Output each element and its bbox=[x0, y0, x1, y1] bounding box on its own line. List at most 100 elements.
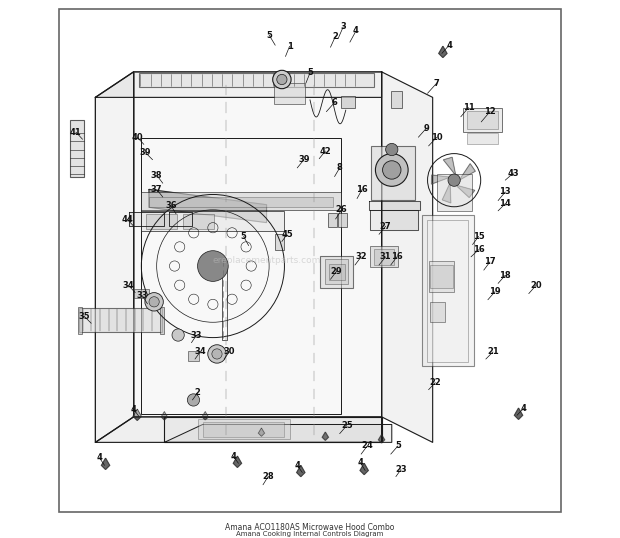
Bar bbox=[222, 261, 227, 340]
Bar bbox=[428, 261, 454, 292]
Polygon shape bbox=[360, 463, 368, 475]
Polygon shape bbox=[515, 408, 523, 420]
Text: 42: 42 bbox=[319, 146, 331, 155]
Circle shape bbox=[273, 70, 291, 89]
Text: 12: 12 bbox=[484, 107, 496, 116]
Circle shape bbox=[383, 161, 401, 179]
Polygon shape bbox=[102, 458, 110, 470]
Text: 5: 5 bbox=[307, 68, 313, 77]
Circle shape bbox=[376, 153, 408, 186]
Polygon shape bbox=[95, 417, 381, 442]
Polygon shape bbox=[202, 412, 208, 420]
Polygon shape bbox=[432, 175, 450, 184]
Bar bbox=[463, 108, 502, 132]
Bar bbox=[371, 146, 415, 200]
Text: 31: 31 bbox=[380, 252, 391, 261]
Bar bbox=[139, 73, 374, 87]
Text: 34: 34 bbox=[194, 348, 206, 356]
Bar bbox=[188, 351, 198, 360]
Text: 32: 32 bbox=[355, 252, 367, 261]
Text: 5: 5 bbox=[395, 442, 401, 450]
Text: 16: 16 bbox=[391, 252, 403, 261]
Circle shape bbox=[187, 394, 200, 406]
Bar bbox=[467, 111, 498, 129]
Text: 26: 26 bbox=[336, 206, 348, 214]
Polygon shape bbox=[149, 189, 267, 223]
Text: 23: 23 bbox=[395, 465, 407, 474]
Text: 4: 4 bbox=[357, 458, 363, 467]
Text: 18: 18 bbox=[500, 271, 511, 280]
Text: 20: 20 bbox=[530, 281, 542, 290]
Bar bbox=[141, 138, 340, 414]
Circle shape bbox=[212, 349, 222, 359]
Bar bbox=[326, 259, 348, 284]
Text: 15: 15 bbox=[473, 232, 485, 241]
Text: 29: 29 bbox=[330, 267, 342, 275]
Text: 4: 4 bbox=[97, 453, 102, 462]
Bar bbox=[274, 83, 305, 103]
Circle shape bbox=[277, 74, 287, 84]
Text: 11: 11 bbox=[463, 103, 474, 112]
Text: 5: 5 bbox=[241, 232, 247, 241]
Text: 38: 38 bbox=[151, 171, 162, 180]
Circle shape bbox=[198, 251, 228, 281]
Text: ereplacementparts.com: ereplacementparts.com bbox=[213, 257, 321, 265]
Polygon shape bbox=[369, 201, 420, 210]
Polygon shape bbox=[164, 417, 381, 442]
Bar bbox=[203, 422, 285, 437]
Polygon shape bbox=[443, 157, 456, 175]
Text: 41: 41 bbox=[70, 128, 82, 137]
Text: 4: 4 bbox=[294, 461, 300, 470]
Text: 4: 4 bbox=[446, 41, 452, 49]
Text: 8: 8 bbox=[337, 164, 342, 172]
Polygon shape bbox=[439, 46, 447, 58]
Polygon shape bbox=[297, 465, 305, 477]
Bar bbox=[79, 308, 162, 332]
Bar bbox=[70, 121, 84, 176]
Text: 34: 34 bbox=[123, 281, 135, 290]
Bar bbox=[422, 215, 474, 366]
Text: 39: 39 bbox=[298, 155, 309, 164]
Bar bbox=[198, 420, 290, 439]
Text: Amana Cooking Internal Controls Diagram: Amana Cooking Internal Controls Diagram bbox=[236, 531, 384, 537]
Text: 16: 16 bbox=[473, 245, 485, 254]
Polygon shape bbox=[128, 213, 164, 226]
Bar bbox=[430, 265, 453, 287]
Text: 16: 16 bbox=[356, 185, 368, 194]
Text: 40: 40 bbox=[131, 133, 143, 141]
Text: 28: 28 bbox=[262, 472, 274, 481]
Bar bbox=[141, 211, 285, 231]
Bar bbox=[320, 256, 353, 287]
Polygon shape bbox=[381, 72, 433, 442]
Bar bbox=[328, 213, 337, 227]
Text: 10: 10 bbox=[431, 133, 443, 141]
Bar bbox=[134, 288, 149, 298]
Bar bbox=[134, 72, 381, 417]
Bar bbox=[427, 220, 469, 362]
Bar bbox=[467, 133, 498, 144]
Bar bbox=[340, 96, 355, 108]
Circle shape bbox=[386, 144, 398, 155]
Text: 9: 9 bbox=[423, 124, 430, 132]
Polygon shape bbox=[95, 72, 381, 97]
Text: 45: 45 bbox=[281, 230, 293, 239]
Text: 4: 4 bbox=[231, 452, 236, 461]
Bar bbox=[141, 192, 340, 210]
Polygon shape bbox=[95, 72, 134, 442]
Text: 5: 5 bbox=[266, 31, 272, 39]
Bar bbox=[391, 91, 402, 108]
Bar bbox=[184, 214, 214, 229]
Text: 4: 4 bbox=[353, 26, 359, 36]
Bar bbox=[370, 245, 399, 267]
Polygon shape bbox=[169, 213, 192, 226]
Text: 4: 4 bbox=[131, 405, 136, 414]
Text: 17: 17 bbox=[484, 258, 496, 266]
Polygon shape bbox=[133, 409, 141, 420]
Text: 37: 37 bbox=[151, 185, 162, 194]
Text: 2: 2 bbox=[195, 388, 200, 397]
Text: 2: 2 bbox=[332, 32, 339, 40]
Polygon shape bbox=[164, 424, 392, 442]
Text: 25: 25 bbox=[341, 421, 353, 430]
Text: 33: 33 bbox=[136, 291, 148, 300]
Text: 22: 22 bbox=[429, 378, 441, 387]
